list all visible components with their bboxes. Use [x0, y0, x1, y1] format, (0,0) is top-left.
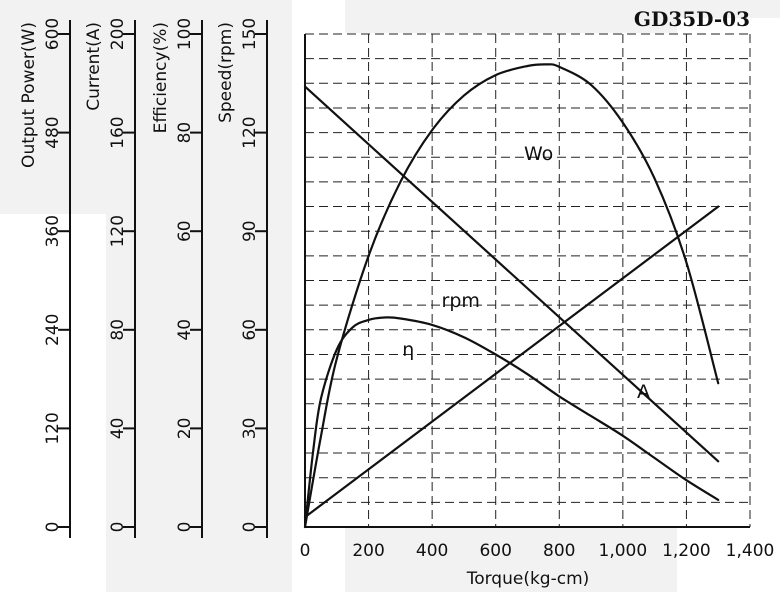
y-axis-title-4: Speed(rpm): [216, 22, 236, 123]
y-tick-label: 150: [240, 18, 260, 50]
chart-title: GD35D-03: [634, 7, 750, 31]
x-tick-label: 400: [416, 541, 448, 561]
y-tick-label: 200: [108, 18, 128, 50]
y-tick-label: 40: [108, 418, 128, 440]
x-tick-label: 0: [300, 541, 311, 561]
x-tick-label: 1,200: [662, 541, 711, 561]
series-line-A: [303, 205, 720, 519]
bg-panel-top-right: [492, 0, 780, 18]
y-tick-label: 0: [108, 522, 128, 533]
x-tick-label: 1,400: [726, 541, 775, 561]
y-tick-label: 30: [240, 418, 260, 440]
y-tick-label: 90: [240, 220, 260, 242]
chart-axes: 0 200 400 600 800 1,000 1,200 1,400012024036048…: [19, 18, 774, 561]
x-axis-title: Torque(kg-cm): [466, 569, 590, 589]
bg-panel-lower-left: [106, 214, 292, 592]
y-tick-label: 360: [43, 215, 63, 247]
y-tick-label: 0: [175, 522, 195, 533]
bg-panel-upper-left: [0, 0, 292, 214]
y-axis-title-1: Output Power(W): [19, 22, 39, 168]
y-tick-label: 80: [175, 122, 195, 144]
y-tick-label: 40: [175, 319, 195, 341]
series-label: A: [637, 381, 650, 403]
y-tick-label: 600: [43, 18, 63, 50]
series-label: rpm: [442, 290, 480, 312]
y-tick-label: 120: [240, 116, 260, 148]
y-tick-label: 60: [240, 319, 260, 341]
y-tick-label: 120: [108, 215, 128, 247]
y-axis-title-3: Efficiency(%): [151, 22, 171, 133]
y-tick-label: 160: [108, 116, 128, 148]
y-tick-label: 20: [175, 418, 195, 440]
series-label: Wo: [524, 143, 553, 165]
y-tick-label: 480: [43, 116, 63, 148]
series-label: η: [402, 339, 414, 361]
series-line-Wo: [303, 63, 720, 529]
x-tick-label: 600: [479, 541, 511, 561]
series-line-rpm: [303, 85, 720, 463]
chart-series: Wo Aη rpm: [303, 63, 720, 529]
x-tick-label: 200: [352, 541, 384, 561]
y-tick-label: 0: [240, 522, 260, 533]
y-tick-label: 240: [43, 314, 63, 346]
x-tick-label: 1,000: [599, 541, 648, 561]
y-tick-label: 120: [43, 412, 63, 444]
x-tick-label: 800: [543, 541, 575, 561]
y-tick-label: 80: [108, 319, 128, 341]
chart-grid: [305, 33, 751, 527]
y-tick-label: 100: [175, 18, 195, 50]
y-tick-label: 0: [43, 522, 63, 533]
y-axis-title-2: Current(A): [84, 22, 104, 111]
y-tick-label: 60: [175, 220, 195, 242]
series-line-η: [303, 316, 720, 529]
